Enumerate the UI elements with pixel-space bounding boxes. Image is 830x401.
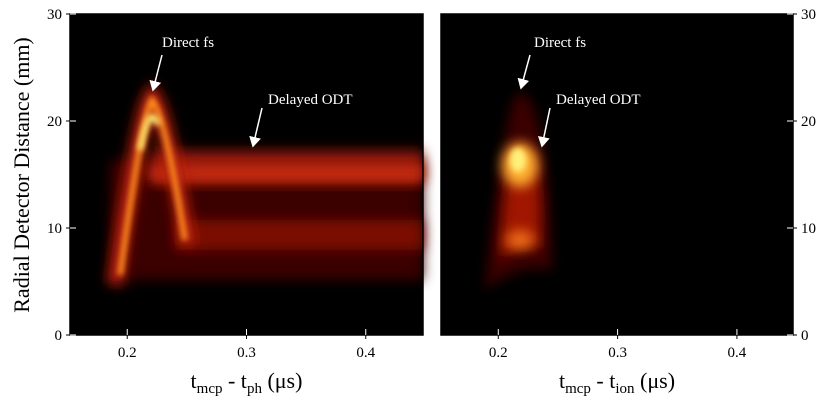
y-tick-label: 10 [47,221,62,237]
y-axis-label: Radial Detector Distance (mm) [9,37,34,313]
heatmap-glow [107,82,423,287]
heatmap-glow [485,92,552,290]
annotation: Delayed ODT [556,92,641,108]
x-axis-label-part: mcp [197,381,223,397]
x-axis-label-part: - t [222,368,246,393]
panel-left: Direct fs Delayed ODT [69,13,424,336]
x-axis-label: tmcp - tph (μs) [191,368,303,397]
annotation: Direct fs [534,35,586,51]
y-tick-label: 0 [801,328,809,344]
x-axis-label-part: t [191,368,197,393]
annotation-arrow [149,54,163,92]
x-axis-label-part: (μs) [635,368,676,393]
y-tick-label: 20 [47,114,62,130]
x-tick-label: 0.2 [118,345,137,361]
x-tick-label: 0.4 [728,345,747,361]
y-tick-label: 10 [801,221,816,237]
annotation-arrow [249,107,263,148]
annotation-arrow [517,54,531,90]
y-tick-label: 30 [47,7,62,23]
x-axis-label-part: mcp [565,381,591,397]
y-tick-label: 30 [801,7,816,23]
annotation: Delayed ODT [268,92,353,108]
annotation: Direct fs [162,35,214,51]
x-axis-label-part: ph [247,381,263,397]
x-axis-label-part: - t [591,368,615,393]
plot-frame [440,13,794,336]
panel-right: Direct fs Delayed ODT [440,13,794,336]
x-axis-label-part: (μs) [262,368,303,393]
plot-background [441,14,793,335]
x-axis-label: tmcp - tion (μs) [559,368,675,397]
y-tick-label: 0 [55,328,63,344]
y-tick-label: 20 [801,114,816,130]
x-tick-label: 0.3 [237,345,256,361]
x-axis-label-part: t [559,368,565,393]
x-tick-label: 0.4 [356,345,375,361]
x-tick-label: 0.3 [608,345,627,361]
x-axis-label-part: ion [615,381,635,397]
annotation-arrow [537,107,551,148]
x-tick-label: 0.2 [489,345,508,361]
